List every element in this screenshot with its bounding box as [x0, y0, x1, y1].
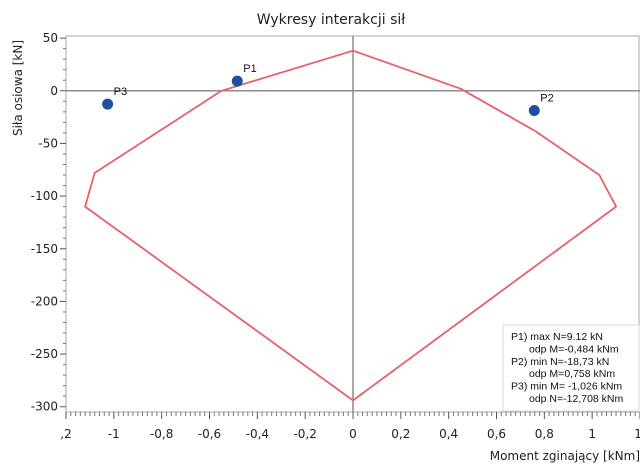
x-tick-label: 1	[588, 427, 596, 441]
x-tick-label: -0,6	[198, 427, 221, 441]
point-label-p1: P1	[243, 63, 256, 75]
data-point-p2	[528, 104, 540, 116]
y-tick-label: -300	[31, 400, 58, 414]
x-tick-label: -1	[108, 427, 120, 441]
annotation-line: P2) min N=-18,73 kN	[511, 356, 609, 368]
annotation-line: odp M=0,758 kNm	[529, 368, 615, 380]
chart-title: Wykresy interakcji sił	[257, 12, 405, 28]
zero-lines	[66, 36, 640, 412]
annotation-line: odp N=-12,708 kNm	[529, 393, 624, 405]
annotation-background	[502, 324, 640, 412]
x-tick-label: 0	[349, 427, 357, 441]
y-tick-label: -100	[31, 189, 58, 203]
x-tick-label: 0,8	[535, 427, 554, 441]
y-tick-label: 50	[43, 31, 58, 45]
x-tick-label: -0,8	[150, 427, 173, 441]
y-axis-label: Siła osiowa [kN]	[11, 40, 25, 136]
y-tick-label: -50	[38, 136, 58, 150]
x-tick-label: 0,4	[439, 427, 458, 441]
y-tick-label: -200	[31, 294, 58, 308]
x-axis-label: Moment zginający [kNm]	[490, 449, 640, 463]
point-label-p2: P2	[540, 92, 553, 104]
interaction-curve	[84, 49, 617, 402]
x-tick-label: 0,6	[487, 427, 506, 441]
x-tick-label: -0,4	[246, 427, 269, 441]
x-tick-label: 0,2	[391, 427, 410, 441]
x-tick-label: 1,	[634, 427, 640, 441]
series-layer: P1 P2 P3	[84, 49, 617, 402]
annotation-line: odp M=-0,484 kNm	[529, 343, 619, 355]
y-tick-label: -250	[31, 347, 58, 361]
data-point-p1	[231, 75, 243, 87]
annotation-line: P1) max N=9.12 kN	[511, 331, 603, 343]
axis-ticks: 50 0 -50 -100 -150 -200 -250 -300,2 -1 -0,8 -0,6 -0…	[31, 31, 640, 441]
x-tick-label: ,2	[60, 427, 71, 441]
y-tick-label: -150	[31, 242, 58, 256]
y-tick-label: 0	[50, 84, 58, 98]
point-label-p3: P3	[114, 86, 127, 98]
x-tick-label: -0,2	[293, 427, 316, 441]
data-point-p3	[102, 98, 114, 110]
annotation-line: P3) min M= -1,026 kNm	[511, 381, 622, 393]
